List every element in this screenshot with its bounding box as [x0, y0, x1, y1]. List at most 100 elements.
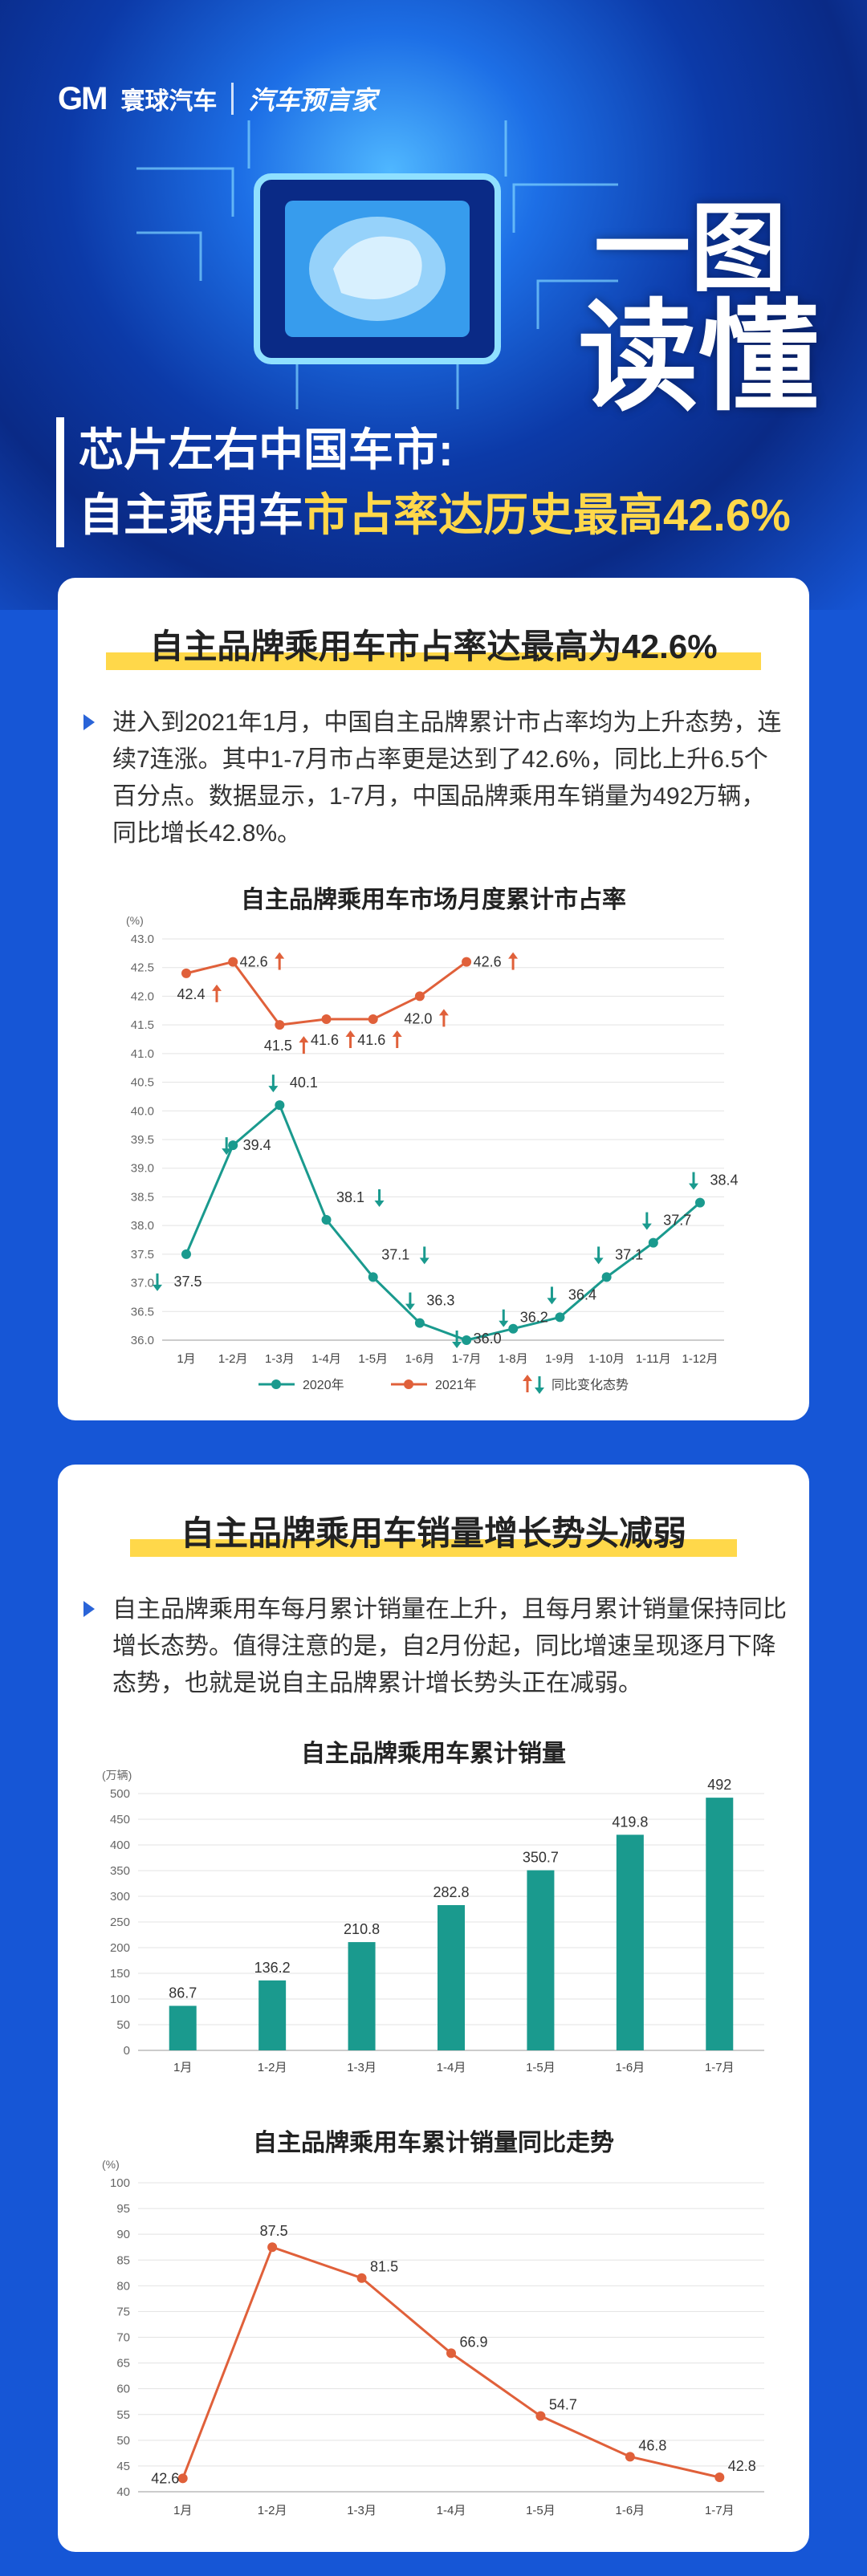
bullet-triangle-icon: [83, 714, 95, 730]
section1-paragraph: 进入到2021年1月，中国自主品牌累计市占率均为上升态势，连续7连涨。其中1-7…: [112, 709, 782, 847]
data-label: 41.6: [357, 1032, 385, 1048]
data-point: [321, 1215, 332, 1225]
hero-headline-line2: 自主乘用车市占率达历史最高42.6%: [79, 482, 791, 547]
trend-up-arrow-icon: [508, 952, 519, 970]
data-point: [648, 1237, 658, 1248]
section1-paragraph-wrap: 进入到2021年1月，中国自主品牌累计市占率均为上升态势，连续7连涨。其中1-7…: [83, 705, 787, 852]
data-point: [695, 1197, 705, 1208]
y-tick-label: 250: [110, 1916, 130, 1929]
y-tick-label: 38.0: [131, 1219, 154, 1233]
x-tick-label: 1-11月: [636, 1352, 671, 1366]
brand-logo-row: GM 寰球汽车 汽车预言家: [58, 80, 377, 117]
x-tick-label: 1月: [173, 2061, 192, 2074]
y-tick-label: 400: [110, 1839, 130, 1852]
data-label: 350.7: [523, 1850, 559, 1866]
bullet-triangle-icon: [83, 1601, 95, 1617]
data-label: 37.7: [663, 1213, 691, 1229]
y-axis-unit-label: (万辆): [102, 1769, 132, 1782]
trend-down-arrow-icon: [153, 1273, 162, 1291]
x-tick-label: 1-2月: [218, 1352, 248, 1366]
x-tick-label: 1-6月: [616, 2504, 645, 2517]
x-tick-label: 1月: [173, 2504, 192, 2517]
data-point: [625, 2452, 635, 2462]
y-tick-label: 500: [110, 1787, 130, 1801]
hero-headline-highlight: 市占率达历史最高42.6%: [303, 490, 791, 541]
data-label: 37.5: [173, 1274, 201, 1290]
x-tick-label: 1-5月: [526, 2504, 556, 2517]
y-tick-label: 37.5: [131, 1248, 154, 1262]
y-tick-label: 36.0: [131, 1334, 154, 1347]
legend-marker-2020: [271, 1379, 281, 1389]
bar: [258, 1980, 287, 2050]
trend-up-arrow-icon: [212, 984, 222, 1002]
brand-logo-name: 寰球汽车: [120, 88, 218, 115]
hero-headline-line1: 芯片左右中国车市:: [79, 425, 454, 475]
data-point: [177, 2473, 188, 2484]
trend-down-arrow-icon: [593, 1246, 604, 1265]
x-tick-label: 1-12月: [682, 1352, 718, 1366]
partner-logo: 汽车预言家: [248, 86, 377, 115]
trend-down-arrow-icon: [268, 1075, 279, 1093]
x-tick-label: 1-3月: [265, 1352, 295, 1366]
y-tick-label: 100: [110, 2176, 130, 2190]
chart3-title: 自主品牌乘用车累计销量同比走势: [253, 2130, 614, 2156]
data-point: [555, 1312, 565, 1323]
calligraphy-line2: 读懂: [577, 286, 819, 428]
chip-illustration: [136, 120, 618, 409]
x-tick-label: 1-5月: [358, 1352, 388, 1366]
data-label: 37.1: [615, 1246, 643, 1262]
data-label: 42.4: [177, 986, 205, 1002]
data-point: [275, 1020, 285, 1030]
data-label: 37.1: [381, 1246, 409, 1262]
data-label: 41.6: [311, 1032, 339, 1048]
trend-down-arrow-icon: [547, 1286, 557, 1305]
trend-down-arrow-icon: [419, 1246, 429, 1265]
section1-title-wrap: 自主品牌乘用车市占率达最高为42.6%: [58, 620, 809, 670]
section2-title-wrap: 自主品牌乘用车销量增长势头减弱: [58, 1506, 809, 1557]
y-tick-label: 55: [116, 2408, 130, 2422]
trend-up-arrow-icon: [275, 952, 285, 970]
hero-banner: GM 寰球汽车 汽车预言家 一图 读懂 芯片左右中国车市: 自主乘用车市占率达历…: [0, 0, 867, 610]
x-tick-label: 1-7月: [705, 2504, 735, 2517]
x-tick-label: 1-3月: [347, 2061, 377, 2074]
trend-down-arrow-icon: [641, 1212, 652, 1230]
y-tick-label: 36.5: [131, 1305, 154, 1318]
data-label: 42.6: [240, 954, 268, 970]
y-tick-label: 41.5: [131, 1018, 154, 1032]
y-tick-label: 37.0: [131, 1277, 154, 1290]
data-label: 39.4: [243, 1137, 271, 1153]
y-tick-label: 95: [116, 2202, 130, 2216]
x-tick-label: 1-4月: [437, 2061, 466, 2074]
data-label: 36.3: [426, 1293, 454, 1309]
bar: [169, 2005, 197, 2050]
trend-up-arrow-icon: [345, 1030, 356, 1048]
section2-title: 自主品牌乘用车销量增长势头减弱: [180, 1514, 686, 1552]
section1-title: 自主品牌乘用车市占率达最高为42.6%: [149, 628, 718, 665]
y-tick-label: 45: [116, 2460, 130, 2473]
data-label: 87.5: [260, 2223, 288, 2239]
trend-up-arrow-icon: [438, 1009, 449, 1027]
data-label: 419.8: [612, 1814, 648, 1830]
title-underline-highlight: [130, 1539, 737, 1557]
trend-down-arrow-icon: [405, 1292, 415, 1310]
data-point: [462, 957, 472, 967]
trend-down-arrow-icon: [222, 1137, 232, 1156]
logo-divider: [231, 83, 234, 115]
trend-down-arrow-icon: [689, 1172, 698, 1190]
brand-logo-mark: GM: [58, 80, 108, 116]
x-tick-label: 1-6月: [616, 2061, 645, 2074]
y-tick-label: 100: [110, 1993, 130, 2006]
data-point: [181, 968, 191, 978]
cumulative-sales-bar-chart: 0 50 100 150 200 250 300 350 400 450 500 (万辆) 86.7 1月…: [102, 1769, 764, 2074]
y-tick-label: 450: [110, 1813, 130, 1826]
trend-down-arrow-icon: [499, 1309, 509, 1327]
data-point: [267, 2242, 278, 2253]
trend-down-arrow-icon: [452, 1331, 462, 1348]
x-tick-label: 1-8月: [499, 1352, 528, 1366]
legend-label-2021: 2021年: [435, 1378, 477, 1392]
data-label: 66.9: [459, 2334, 487, 2350]
data-point: [275, 1100, 285, 1111]
chart2-title: 自主品牌乘用车累计销量: [301, 1741, 566, 1767]
y-tick-label: 70: [116, 2331, 130, 2345]
bar: [706, 1798, 734, 2050]
